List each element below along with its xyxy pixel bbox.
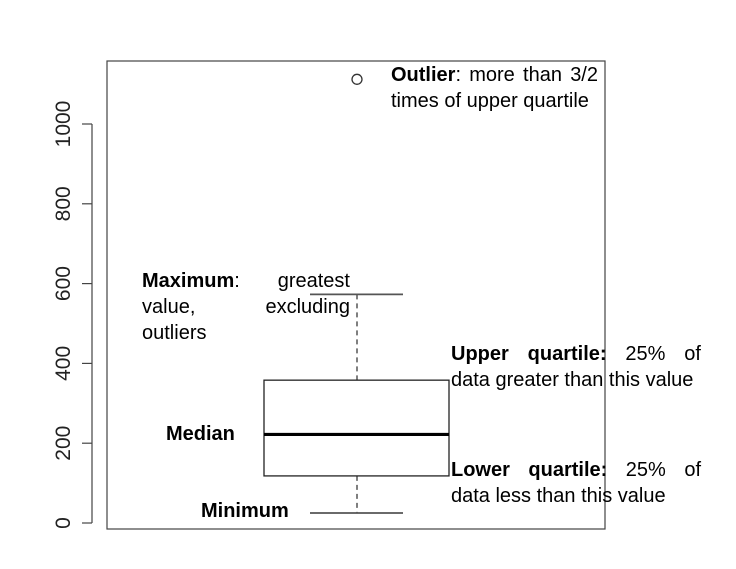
upper-quartile-term: Upper quartile: <box>451 343 607 365</box>
maximum-annotation: Maximum: greatest value, excluding outli… <box>142 268 350 346</box>
median-term: Median <box>166 423 235 445</box>
lower-quartile-description: 25% of data less than this value <box>451 459 701 507</box>
iqr-box <box>263 379 450 477</box>
y-tick-label-600: 600 <box>52 266 75 301</box>
y-tick-label-1000: 1000 <box>52 101 75 148</box>
outlier-description: : more than 3/2 times of upper quartile <box>391 64 598 112</box>
lower-quartile-annotation: Lower quartile: 25% of data less than th… <box>451 457 701 509</box>
lower-quartile-term: Lower quartile: <box>451 459 608 481</box>
outlier-point-0 <box>351 73 363 85</box>
plot-frame <box>106 60 606 530</box>
outlier-points <box>351 73 363 85</box>
minimum-annotation: Minimum <box>201 498 289 524</box>
upper-quartile-description: 25% of data greater than this value <box>451 343 701 391</box>
outlier-annotation: Outlier: more than 3/2 times of upper qu… <box>391 62 598 114</box>
minimum-term: Minimum <box>201 500 289 522</box>
upper-quartile-annotation: Upper quartile: 25% of data greater than… <box>451 341 701 393</box>
box-group <box>263 293 450 514</box>
median-annotation: Median <box>166 421 235 447</box>
y-tick-label-400: 400 <box>52 346 75 381</box>
y-axis-ticks: 0 200 400 600 800 1000 <box>52 101 92 529</box>
y-tick-label-200: 200 <box>52 426 75 461</box>
maximum-description: : greatest value, excluding outliers <box>142 270 350 344</box>
y-tick-label-800: 800 <box>52 186 75 221</box>
outlier-term: Outlier <box>391 64 456 86</box>
y-tick-label-0: 0 <box>52 517 75 529</box>
maximum-term: Maximum <box>142 270 235 292</box>
